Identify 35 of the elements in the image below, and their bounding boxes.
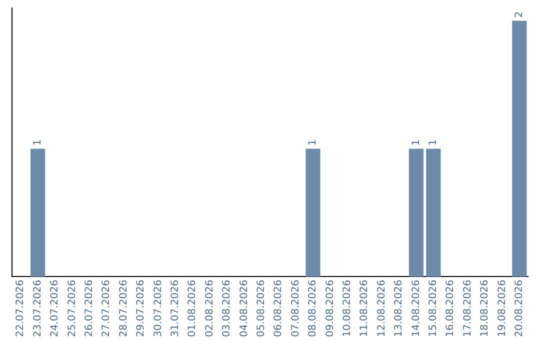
x-tick-label: 02.08.2026: [204, 280, 216, 338]
x-tick-label: 07.08.2026: [290, 280, 302, 338]
x-tick-label: 29.07.2026: [136, 280, 147, 338]
x-tick-label: 16.08.2026: [445, 280, 456, 338]
x-tick-label: 15.08.2026: [428, 280, 439, 338]
x-tick-label: 25.07.2026: [66, 280, 78, 338]
x-tick-label: 27.07.2026: [101, 280, 112, 338]
x-tick-label: 11.08.2026: [359, 280, 370, 338]
x-tick-label: 04.08.2026: [238, 280, 250, 338]
data-label: 1: [428, 139, 439, 146]
x-tick-label: 05.08.2026: [256, 280, 267, 338]
x-tick-label: 24.07.2026: [50, 280, 61, 338]
x-tick-label: 01.08.2026: [187, 280, 198, 338]
x-tick-label: 18.08.2026: [480, 280, 491, 338]
data-label: 2: [514, 11, 525, 18]
x-tick-label: 26.07.2026: [84, 280, 95, 338]
data-label: 1: [32, 139, 44, 146]
x-tick-label: 28.07.2026: [118, 280, 130, 338]
x-tick-label: 31.07.2026: [170, 280, 181, 338]
x-tick-label: 14.08.2026: [410, 280, 422, 338]
x-tick-label: 03.08.2026: [222, 280, 233, 338]
x-tick-label: 17.08.2026: [462, 280, 474, 338]
x-tick-label: 12.08.2026: [376, 280, 388, 338]
x-tick-label: 20.08.2026: [514, 280, 525, 338]
x-tick-label: 06.08.2026: [273, 280, 284, 338]
x-tick-label: 10.08.2026: [342, 280, 353, 338]
x-tick-label: 08.08.2026: [308, 280, 319, 338]
x-tick-label: 13.08.2026: [394, 280, 405, 338]
x-tick-label: 09.08.2026: [324, 280, 336, 338]
x-tick-label: 22.07.2026: [15, 280, 26, 338]
data-label: 1: [308, 139, 319, 146]
data-label: 1: [410, 139, 422, 146]
x-tick-label: 23.07.2026: [32, 280, 44, 338]
x-tick-label: 19.08.2026: [496, 280, 508, 338]
x-tick-label: 30.07.2026: [152, 280, 164, 338]
